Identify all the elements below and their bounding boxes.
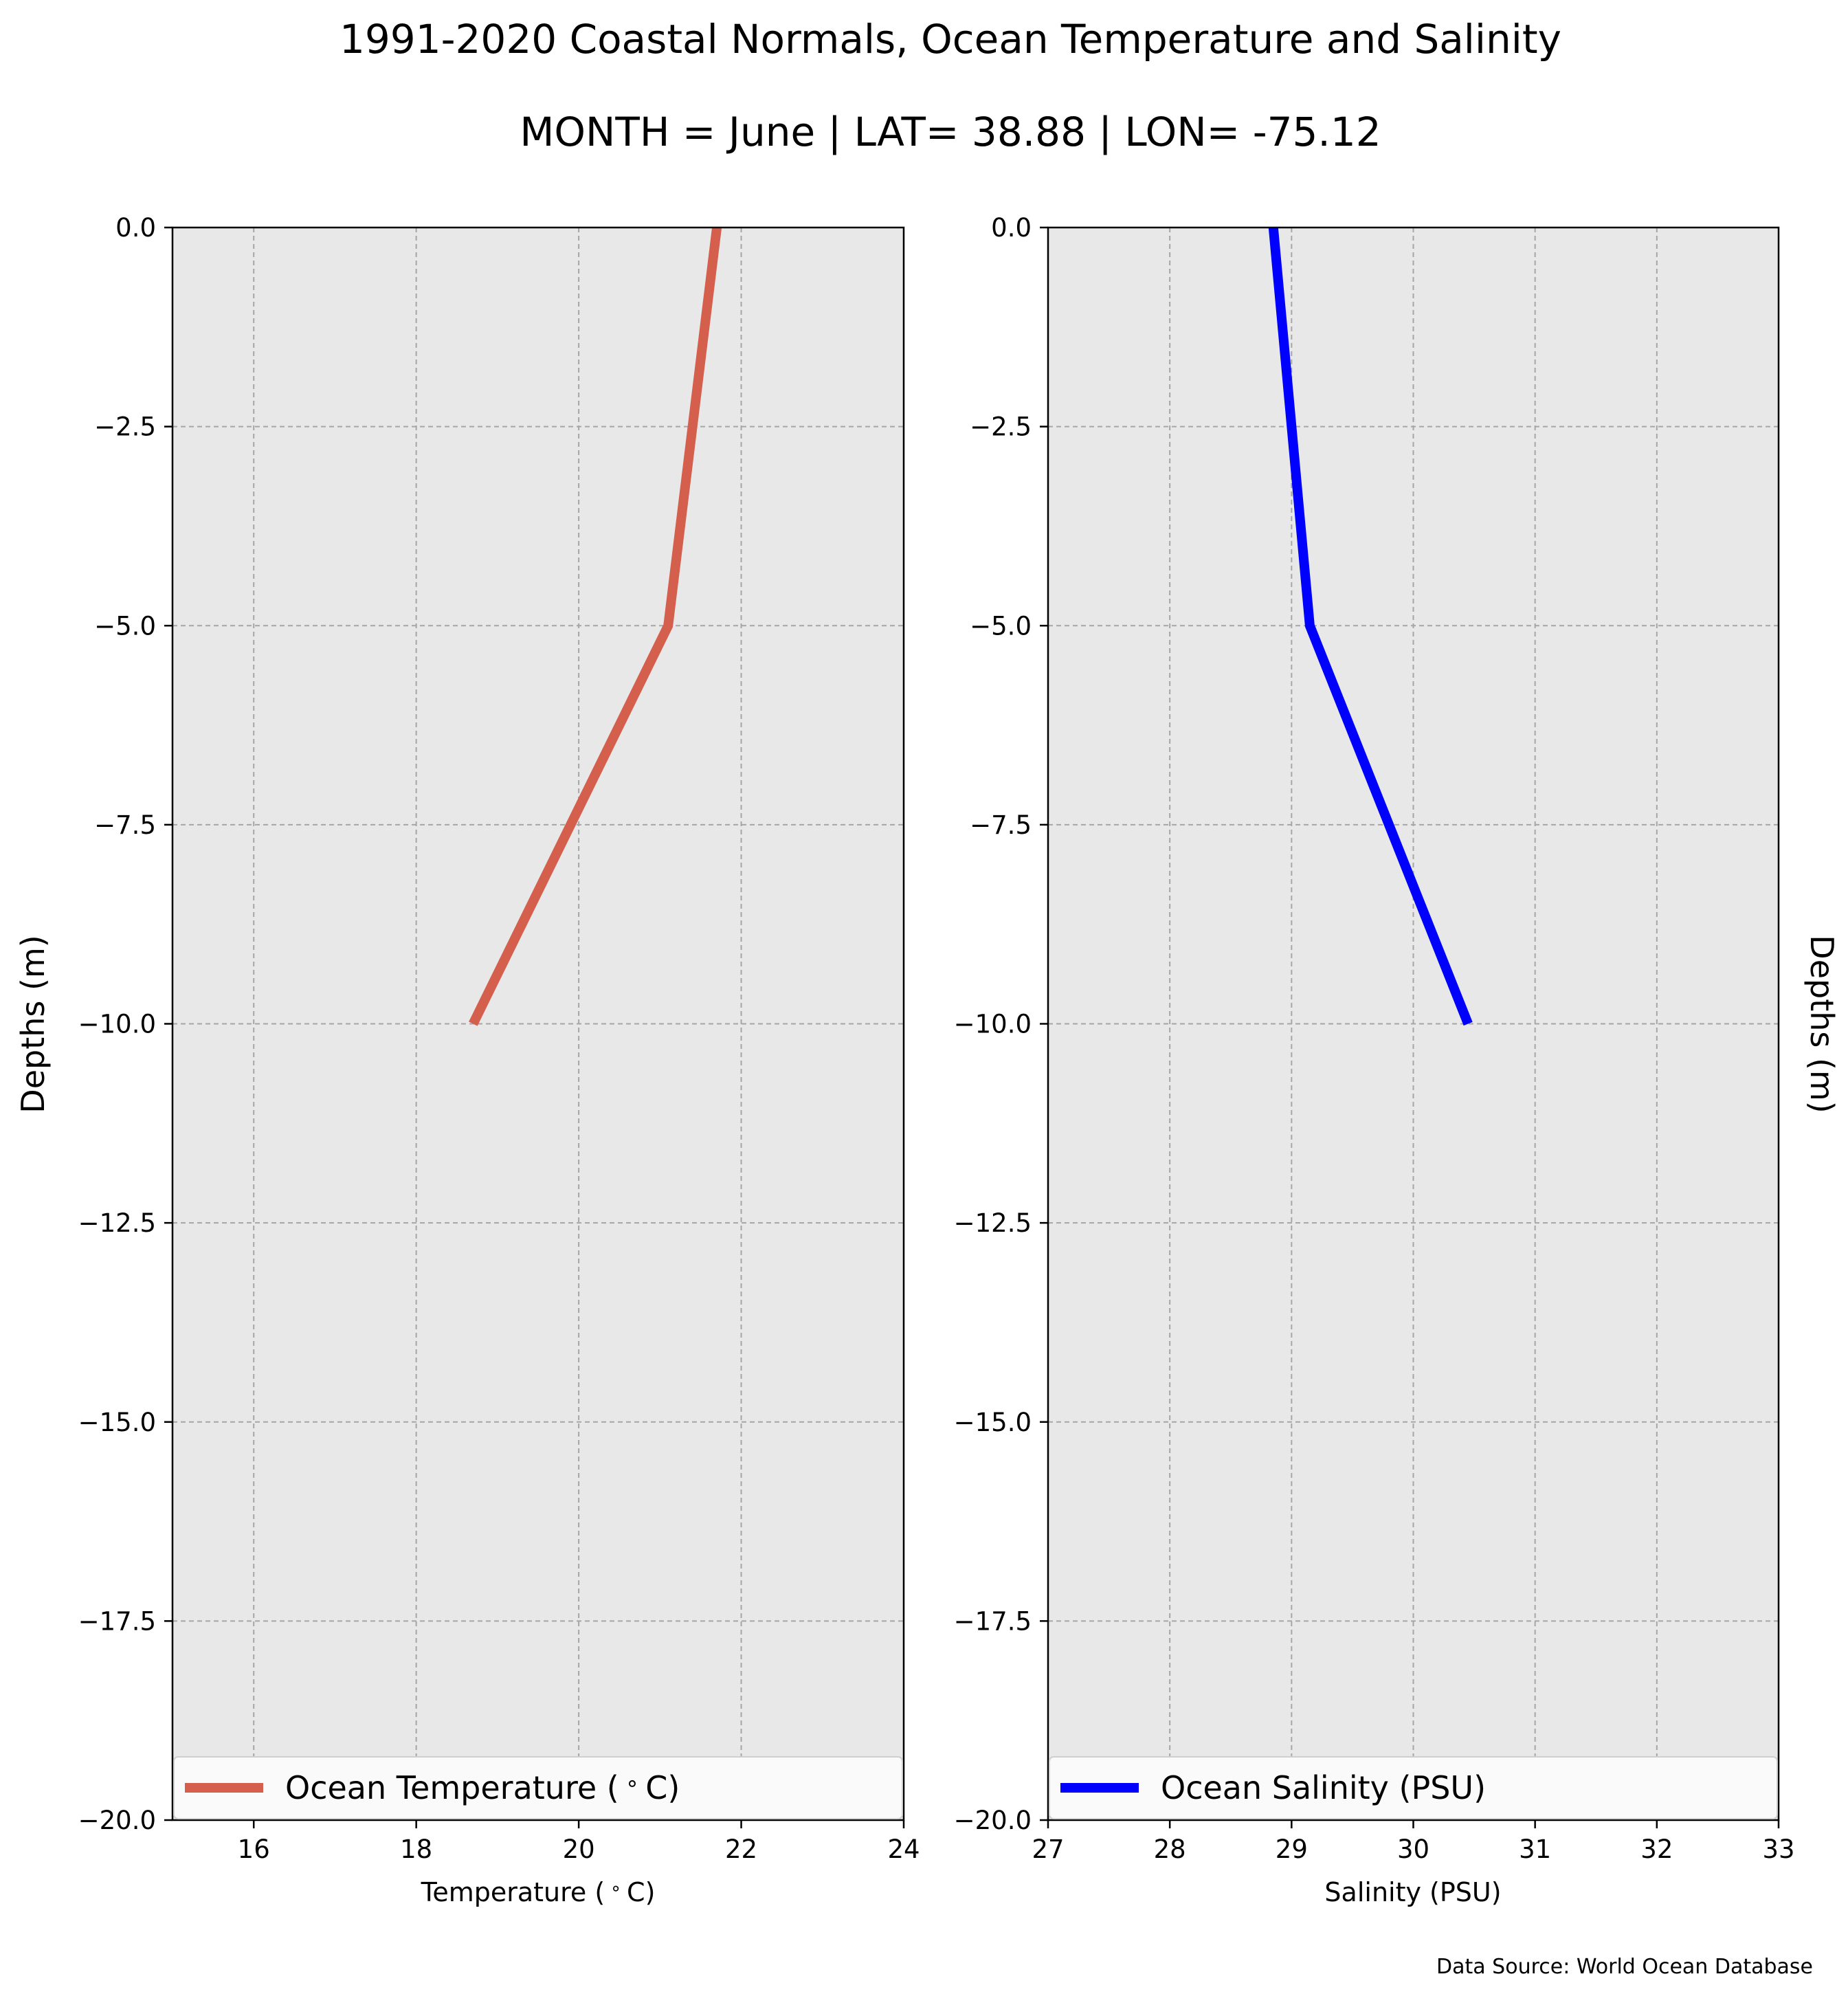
salinity-y-tick-label: −12.5: [954, 1208, 1032, 1238]
temperature-x-tick-label: 20: [563, 1835, 595, 1864]
salinity-y-tick-label: 0.0: [991, 213, 1032, 243]
salinity-y-tick-label: −7.5: [970, 810, 1032, 840]
salinity-x-tick-label: 31: [1519, 1835, 1551, 1864]
temperature-legend-label: Ocean Temperature ( ∘ C): [285, 1769, 680, 1806]
temperature-ticks: 16 18 20 22 24 0.0 −2.5 −5.0 −7.5 −10.0 −12.5 −15.0…: [78, 213, 920, 1864]
temperature-y-axis-label: Depths (m): [14, 935, 52, 1113]
temperature-x-axis-label: Temperature ( ∘ C): [421, 1877, 656, 1907]
temperature-x-tick-label: 22: [725, 1835, 757, 1864]
salinity-y-tick-label: −10.0: [954, 1010, 1032, 1039]
temperature-y-tick-label: −12.5: [78, 1208, 156, 1238]
salinity-y-tick-label: −2.5: [970, 412, 1032, 442]
temperature-y-tick-label: −17.5: [78, 1606, 156, 1636]
salinity-y-axis-label: Depths (m): [1803, 935, 1840, 1113]
salinity-series: [1268, 227, 1473, 1026]
temperature-panel: 16 18 20 22 24 0.0 −2.5 −5.0 −7.5 −10.0 −12.5 −15.0…: [14, 213, 920, 1907]
salinity-x-axis-label: Salinity (PSU): [1324, 1877, 1501, 1907]
salinity-y-tick-label: −20.0: [954, 1806, 1032, 1835]
temperature-y-tick-label: −7.5: [94, 810, 156, 840]
temperature-grid: [172, 228, 904, 1820]
temperature-series: [469, 227, 722, 1026]
temperature-x-tick-label: 24: [887, 1835, 920, 1864]
data-source-note: Data Source: World Ocean Database: [1436, 1955, 1813, 1979]
temperature-y-tick-label: −2.5: [94, 412, 156, 442]
salinity-x-tick-label: 28: [1154, 1835, 1186, 1864]
salinity-panel: 27 28 29 30 31 32 33 0.0 −2.5 −5.0 −7.5 −10.0 −12.5 −…: [954, 213, 1840, 1907]
salinity-ticks: 27 28 29 30 31 32 33 0.0 −2.5 −5.0 −7.5 −10.0 −12.5 −…: [954, 213, 1795, 1864]
salinity-y-tick-label: −5.0: [970, 611, 1032, 641]
salinity-grid: [1048, 228, 1779, 1820]
temperature-y-tick-label: −10.0: [78, 1010, 156, 1039]
temperature-y-tick-label: −5.0: [94, 611, 156, 641]
salinity-y-tick-label: −15.0: [954, 1408, 1032, 1437]
temperature-legend-box: [173, 1756, 903, 1819]
salinity-x-tick-label: 27: [1032, 1835, 1064, 1864]
temperature-legend: Ocean Temperature ( ∘ C): [173, 1756, 903, 1819]
temperature-y-tick-label: 0.0: [115, 213, 156, 243]
figure-subtitle: MONTH = June | LAT= 38.88 | LON= -75.12: [520, 109, 1381, 155]
figure-title: 1991-2020 Coastal Normals, Ocean Tempera…: [339, 16, 1561, 63]
temperature-y-tick-label: −20.0: [78, 1806, 156, 1835]
salinity-legend-box: [1049, 1756, 1778, 1819]
temperature-x-tick-label: 18: [400, 1835, 432, 1864]
salinity-legend-label: Ocean Salinity (PSU): [1161, 1769, 1486, 1806]
salinity-x-tick-label: 30: [1397, 1835, 1429, 1864]
temperature-series-line: [469, 227, 722, 1026]
salinity-series-line: [1268, 227, 1473, 1026]
temperature-y-tick-label: −15.0: [78, 1408, 156, 1437]
salinity-y-tick-label: −17.5: [954, 1606, 1032, 1636]
salinity-x-tick-label: 29: [1276, 1835, 1308, 1864]
salinity-x-tick-label: 33: [1762, 1835, 1794, 1864]
salinity-legend: Ocean Salinity (PSU): [1049, 1756, 1778, 1819]
salinity-x-tick-label: 32: [1640, 1835, 1673, 1864]
temperature-x-tick-label: 16: [238, 1835, 270, 1864]
